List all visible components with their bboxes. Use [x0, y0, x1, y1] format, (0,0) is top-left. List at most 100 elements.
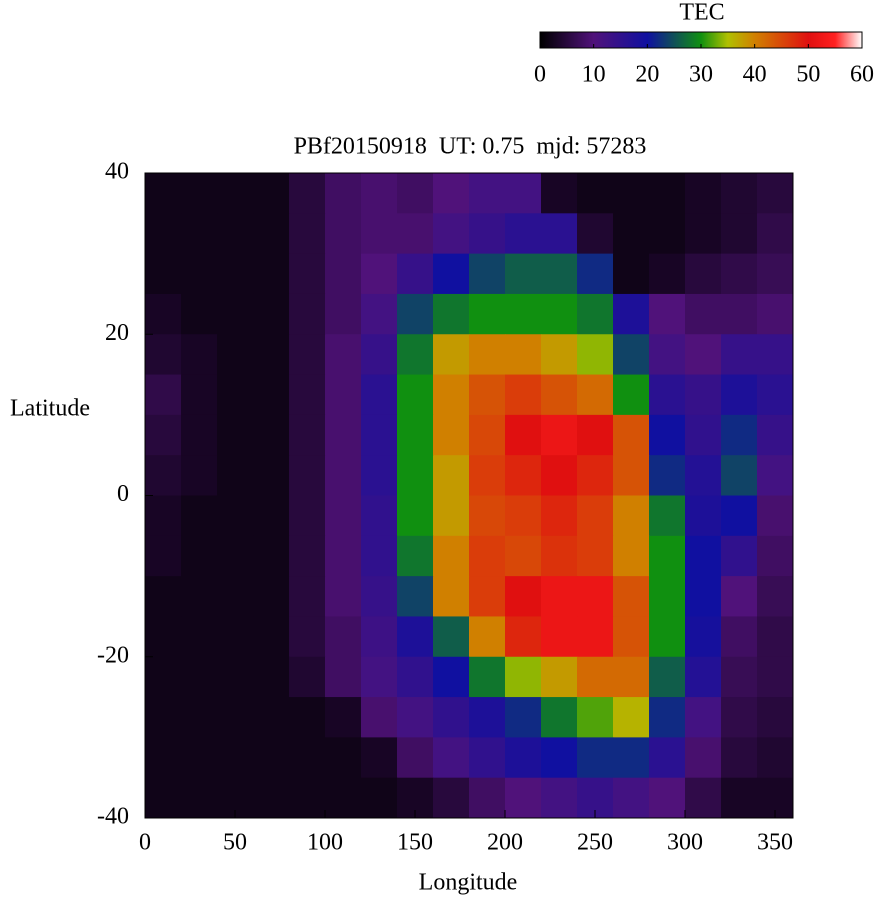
- heatmap-cell: [685, 374, 722, 416]
- heatmap-cell: [145, 374, 182, 416]
- heatmap-cell: [397, 535, 434, 577]
- heatmap-cell: [217, 656, 254, 698]
- heatmap-cell: [397, 455, 434, 496]
- heatmap-cell: [253, 213, 290, 255]
- heatmap-cell: [505, 173, 542, 214]
- heatmap-cell: [649, 535, 686, 577]
- heatmap-cell: [505, 737, 542, 779]
- y-tick-label: -20: [97, 642, 129, 668]
- heatmap-cell: [541, 737, 578, 779]
- heatmap-cell: [577, 253, 614, 295]
- heatmap-cell: [757, 616, 794, 658]
- heatmap-cell: [361, 334, 398, 376]
- heatmap-cell: [397, 293, 434, 335]
- heatmap-cell: [325, 414, 362, 456]
- heatmap-cell: [757, 535, 794, 577]
- heatmap-cell: [541, 293, 578, 335]
- heatmap-cell: [361, 737, 398, 779]
- heatmap-cell: [649, 495, 686, 537]
- heatmap-cell: [145, 173, 182, 214]
- heatmap-cell: [325, 495, 362, 537]
- heatmap-cell: [325, 455, 362, 496]
- heatmap-cell: [325, 777, 362, 819]
- heatmap-cell: [181, 414, 218, 456]
- heatmap-cell: [217, 334, 254, 376]
- heatmap-cell: [541, 414, 578, 456]
- heatmap-cell: [685, 777, 722, 819]
- heatmap-cell: [721, 777, 758, 819]
- heatmap-cell: [253, 697, 290, 738]
- heatmap-cell: [613, 173, 650, 214]
- heatmap-cell: [613, 777, 650, 819]
- heatmap-cell: [505, 495, 542, 537]
- heatmap-cell: [613, 293, 650, 335]
- heatmap-cell: [397, 414, 434, 456]
- heatmap-cell: [145, 616, 182, 658]
- heatmap-cell: [577, 697, 614, 738]
- heatmap-cell: [577, 173, 614, 214]
- heatmap-cell: [181, 334, 218, 376]
- heatmap-cell: [397, 616, 434, 658]
- heatmap-cell: [685, 334, 722, 376]
- heatmap-cell: [433, 656, 470, 698]
- heatmap-cell: [289, 616, 326, 658]
- heatmap-cell: [325, 293, 362, 335]
- heatmap-cell: [361, 213, 398, 255]
- heatmap-cell: [361, 173, 398, 214]
- heatmap-cell: [145, 777, 182, 819]
- heatmap-cell: [577, 374, 614, 416]
- heatmap-cell: [217, 616, 254, 658]
- heatmap-cell: [577, 656, 614, 698]
- heatmap-cell: [757, 253, 794, 295]
- heatmap-cell: [181, 495, 218, 537]
- heatmap-cell: [253, 253, 290, 295]
- heatmap-cell: [361, 656, 398, 698]
- heatmap-cell: [325, 253, 362, 295]
- heatmap-cell: [289, 173, 326, 214]
- heatmap-cell: [433, 697, 470, 738]
- heatmap-cell: [613, 616, 650, 658]
- heatmap-cell: [397, 656, 434, 698]
- heatmap-cell: [289, 777, 326, 819]
- heatmap-cell: [253, 495, 290, 537]
- heatmap-cell: [613, 495, 650, 537]
- heatmap-cell: [469, 656, 506, 698]
- heatmap-cell: [361, 374, 398, 416]
- heatmap-cell: [613, 213, 650, 255]
- heatmap-cell: [397, 253, 434, 295]
- heatmap-cell: [253, 656, 290, 698]
- heatmap-cell: [757, 414, 794, 456]
- heatmap-cell: [721, 616, 758, 658]
- heatmap-cell: [217, 414, 254, 456]
- heatmap-cell: [181, 535, 218, 577]
- colorbar-tick-label: 20: [635, 62, 659, 88]
- heatmap-cell: [433, 535, 470, 577]
- heatmap-cell: [649, 253, 686, 295]
- heatmap-cell: [505, 535, 542, 577]
- heatmap-cell: [505, 777, 542, 819]
- heatmap-cell: [757, 576, 794, 617]
- heatmap-cell: [541, 576, 578, 617]
- heatmap-cell: [577, 414, 614, 456]
- heatmap-cell: [397, 737, 434, 779]
- heatmap-cell: [361, 576, 398, 617]
- heatmap-cell: [433, 173, 470, 214]
- heatmap-cell: [721, 455, 758, 496]
- heatmap-cell: [469, 334, 506, 376]
- heatmap-cell: [217, 495, 254, 537]
- heatmap-cell: [289, 253, 326, 295]
- heatmap-cell: [541, 173, 578, 214]
- heatmap-cell: [613, 576, 650, 617]
- x-tick-label: 200: [487, 830, 523, 856]
- heatmap-cell: [721, 697, 758, 738]
- heatmap-cell: [181, 697, 218, 738]
- heatmap-cell: [721, 737, 758, 779]
- heatmap-cell: [217, 455, 254, 496]
- heatmap-cell: [289, 374, 326, 416]
- heatmap-cell: [433, 495, 470, 537]
- heatmap-cell: [469, 697, 506, 738]
- x-tick-label: 100: [307, 830, 343, 856]
- heatmap-cell: [253, 777, 290, 819]
- heatmap-cell: [361, 535, 398, 577]
